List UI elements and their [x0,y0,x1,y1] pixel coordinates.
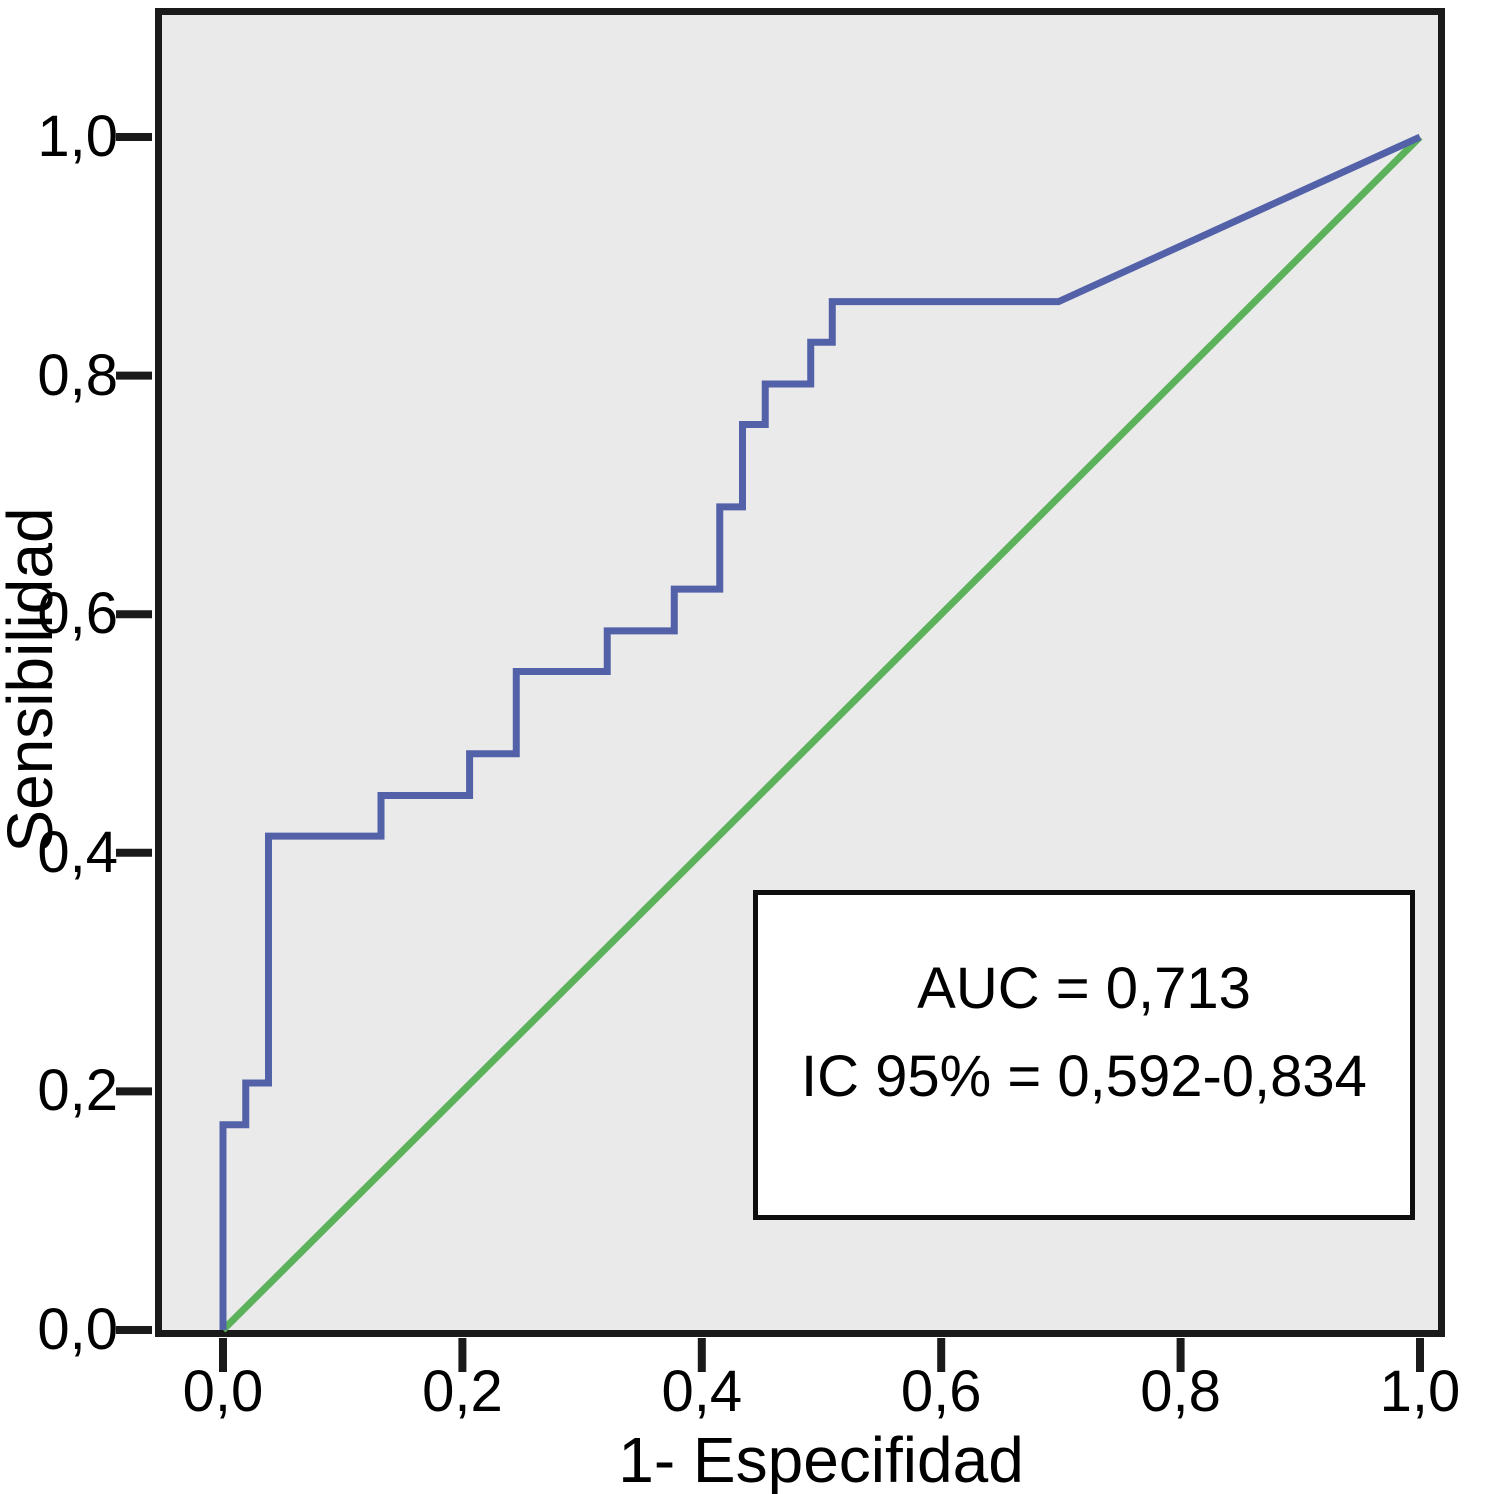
x-tick-label: 0,6 [900,1359,982,1424]
annotation-ic95: IC 95% = 0,592-0,834 [801,1044,1367,1109]
y-tick-label: 0,2 [37,1058,118,1124]
y-tick-label: 0,4 [37,819,118,885]
x-tick-label: 0,0 [182,1359,264,1424]
x-axis-label: 1- Especifidad [618,1424,1024,1494]
y-tick-label: 0,0 [37,1297,118,1362]
x-tick-label: 0,8 [1140,1359,1221,1424]
y-axis-label: Sensibilidad [0,507,66,853]
annotation-auc: AUC = 0,713 [917,956,1251,1021]
reference-diagonal [220,134,1423,1333]
annotation-box: AUC = 0,713 IC 95% = 0,592-0,834 [753,890,1415,1220]
x-tick-label: 0,2 [422,1359,503,1424]
x-tick-label: 0,4 [661,1359,743,1424]
x-tick-label: 1,0 [1379,1359,1461,1424]
y-tick-label: 0,8 [37,342,118,408]
roc-curve [219,133,1422,1330]
y-tick-label: 0,6 [37,581,118,647]
y-tick-label: 1,0 [37,104,118,169]
